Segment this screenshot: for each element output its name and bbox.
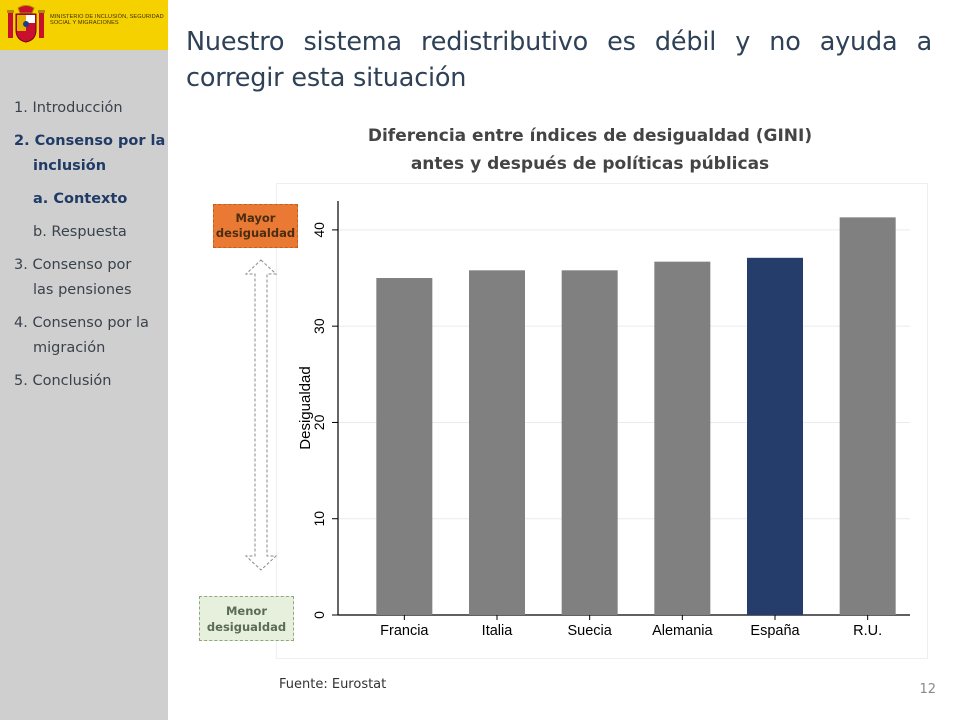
- x-tick-label: España: [750, 623, 800, 639]
- chart-title-line-2: antes y después de políticas públicas: [410, 154, 770, 174]
- mayor-desigualdad-box: Mayor desigualdad: [213, 204, 298, 248]
- bar-suecia: [561, 270, 618, 615]
- slide-title: Nuestro sistema redistributivo es débil …: [186, 27, 932, 93]
- x-tick-label: R.U.: [853, 623, 882, 639]
- bar-espa-a: [747, 257, 803, 615]
- y-tick-label: 0: [311, 611, 327, 619]
- y-tick-label: 30: [311, 318, 327, 334]
- menor-desigualdad-box: Menor desigualdad: [199, 596, 294, 641]
- sidebar-item-contexto[interactable]: a. Contexto: [33, 191, 128, 207]
- spain-crest-icon: [7, 5, 45, 43]
- bar-alemania: [654, 261, 711, 615]
- y-axis-label: Desigualdad: [297, 366, 314, 449]
- sidebar-item-consenso-pensiones-cont[interactable]: las pensiones: [33, 282, 132, 298]
- bar-r-u-: [839, 217, 896, 616]
- chart-title-line-1: Diferencia entre índices de desigualdad …: [367, 126, 813, 146]
- sidebar-item-consenso-migracion-cont[interactable]: migración: [33, 340, 106, 356]
- source-note: Fuente: Eurostat: [279, 677, 387, 692]
- bar-italia: [469, 270, 525, 615]
- sidebar-item-consenso-migracion[interactable]: 4. Consenso por la: [14, 315, 149, 331]
- ministry-name: Ministerio de Inclusión, Seguridad Socia…: [50, 14, 164, 27]
- sidebar-item-conclusion[interactable]: 5. Conclusión: [14, 373, 112, 389]
- sidebar-nav: 1. Introducción 2. Consenso por la inclu…: [14, 92, 166, 398]
- y-tick-label: 10: [311, 511, 327, 527]
- double-arrow-icon: [244, 259, 278, 571]
- chart-title: Diferencia entre índices de desigualdad …: [300, 122, 880, 178]
- ministry-logo-band: Ministerio de Inclusión, Seguridad Socia…: [0, 0, 168, 50]
- x-tick-label: Suecia: [567, 623, 612, 639]
- sidebar-item-consenso-pensiones[interactable]: 3. Consenso por: [14, 257, 132, 273]
- page-number: 12: [919, 682, 936, 697]
- sidebar-item-consenso-inclusion[interactable]: 2. Consenso por la: [14, 133, 166, 149]
- sidebar: Ministerio de Inclusión, Seguridad Socia…: [0, 0, 168, 720]
- bar-francia: [376, 278, 433, 615]
- x-tick-label: Francia: [380, 623, 429, 639]
- y-tick-label: 40: [311, 222, 327, 238]
- bar-chart: 0 10 20 30 40 Desigualdad Francia Italia Suecia A…: [297, 201, 910, 639]
- sidebar-item-respuesta[interactable]: b. Respuesta: [33, 224, 127, 240]
- x-tick-label: Italia: [482, 623, 514, 639]
- sidebar-item-consenso-inclusion-cont[interactable]: inclusión: [33, 158, 107, 174]
- x-tick-label: Alemania: [652, 623, 713, 639]
- y-tick-label: 20: [311, 414, 327, 430]
- sidebar-item-introduccion[interactable]: 1. Introducción: [14, 100, 123, 116]
